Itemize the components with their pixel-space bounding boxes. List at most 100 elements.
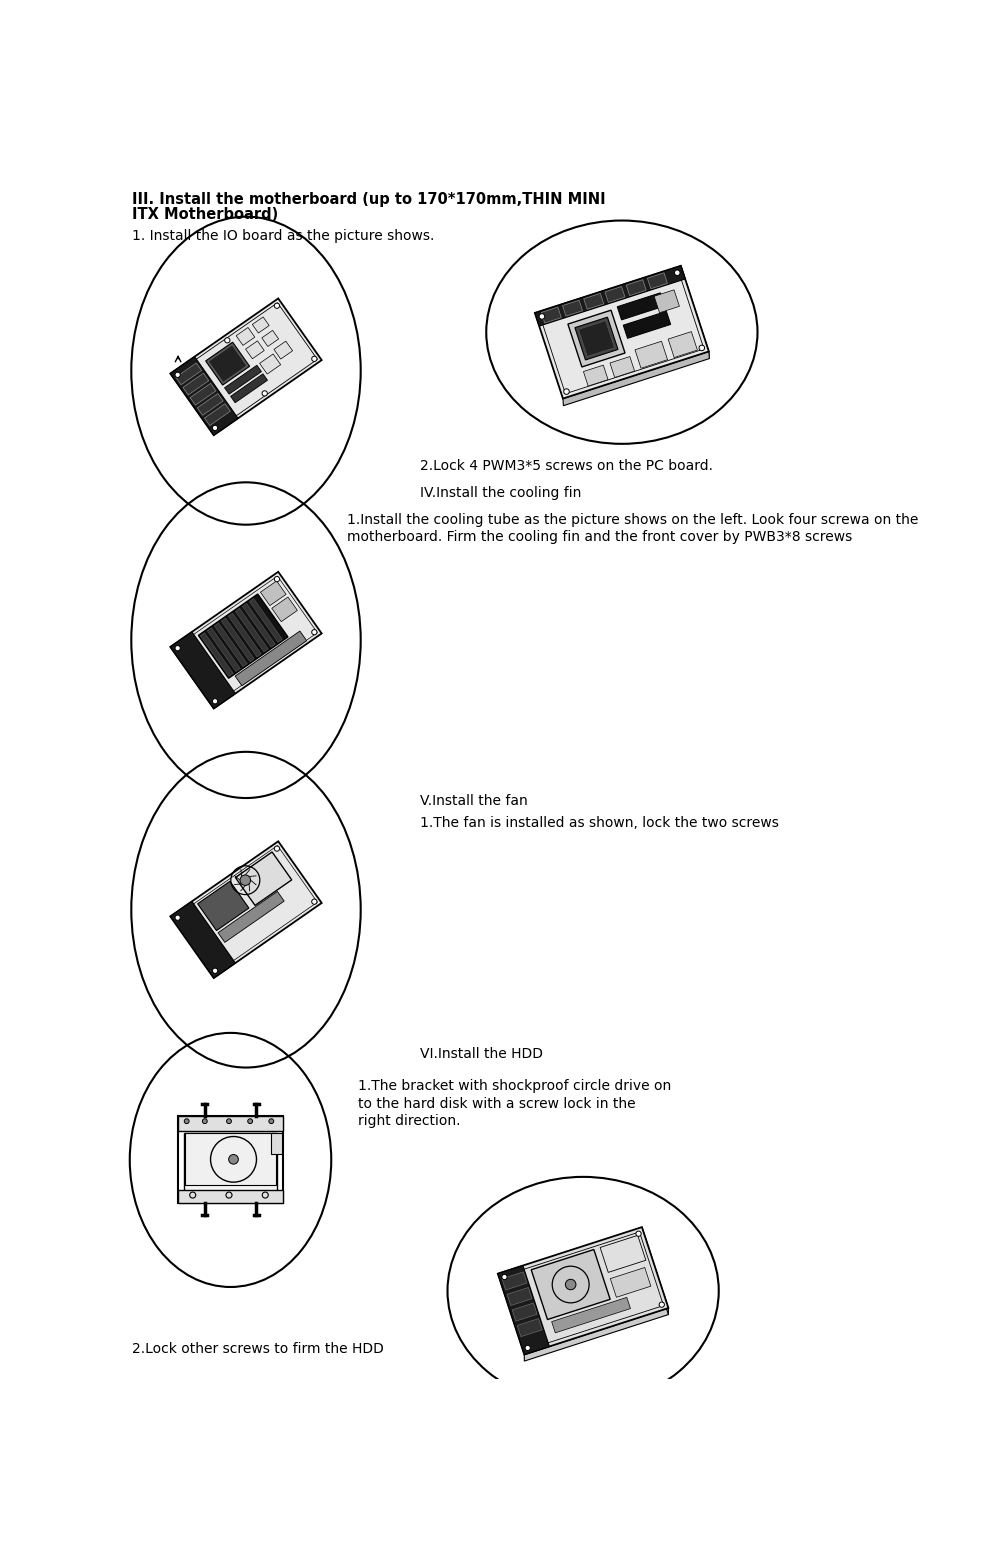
Polygon shape xyxy=(497,1227,669,1354)
Circle shape xyxy=(312,898,317,905)
Polygon shape xyxy=(236,852,292,905)
Polygon shape xyxy=(236,609,268,652)
Circle shape xyxy=(212,968,218,973)
Polygon shape xyxy=(605,287,625,302)
Polygon shape xyxy=(253,318,269,333)
Polygon shape xyxy=(197,393,224,415)
Circle shape xyxy=(660,1303,665,1307)
Polygon shape xyxy=(668,331,698,358)
Polygon shape xyxy=(170,902,236,977)
Circle shape xyxy=(312,356,317,361)
Circle shape xyxy=(274,576,280,582)
Circle shape xyxy=(229,1154,239,1165)
Bar xyxy=(177,1117,283,1204)
Circle shape xyxy=(175,915,180,920)
Polygon shape xyxy=(610,1267,651,1298)
Polygon shape xyxy=(235,630,307,686)
Polygon shape xyxy=(229,613,261,657)
Circle shape xyxy=(212,699,218,703)
Polygon shape xyxy=(617,293,665,321)
Text: V.Install the fan: V.Install the fan xyxy=(420,795,528,809)
Polygon shape xyxy=(198,595,288,678)
Text: 1. Install the IO board as the picture shows.: 1. Install the IO board as the picture s… xyxy=(132,229,434,243)
Polygon shape xyxy=(260,355,281,373)
Polygon shape xyxy=(246,341,264,359)
Circle shape xyxy=(225,338,230,342)
Polygon shape xyxy=(250,598,282,643)
Text: ITX Motherboard): ITX Motherboard) xyxy=(132,206,278,222)
Polygon shape xyxy=(635,341,668,369)
Text: VI.Install the HDD: VI.Install the HDD xyxy=(420,1047,544,1061)
Circle shape xyxy=(248,1118,253,1123)
Polygon shape xyxy=(170,356,238,435)
Polygon shape xyxy=(525,1307,669,1362)
Polygon shape xyxy=(497,1266,550,1354)
Polygon shape xyxy=(243,604,275,647)
Circle shape xyxy=(212,426,218,431)
Polygon shape xyxy=(575,318,618,359)
Polygon shape xyxy=(563,301,582,316)
Text: 1.Install the cooling tube as the picture shows on the left. Look four screwa on: 1.Install the cooling tube as the pictur… xyxy=(346,513,918,527)
Polygon shape xyxy=(583,366,608,386)
Polygon shape xyxy=(176,362,201,384)
Polygon shape xyxy=(518,1318,542,1337)
Circle shape xyxy=(274,846,280,852)
Polygon shape xyxy=(532,1250,610,1320)
Polygon shape xyxy=(170,572,321,708)
Text: III. Install the motherboard (up to 170*170mm,THIN MINI: III. Install the motherboard (up to 170*… xyxy=(132,192,605,208)
Text: 2.Lock other screws to firm the HDD: 2.Lock other screws to firm the HDD xyxy=(132,1343,384,1357)
Bar xyxy=(177,1190,283,1204)
Polygon shape xyxy=(578,321,614,356)
Bar xyxy=(271,1134,282,1154)
Circle shape xyxy=(227,1118,232,1123)
Text: 1.The bracket with shockproof circle drive on: 1.The bracket with shockproof circle dri… xyxy=(358,1080,672,1094)
Polygon shape xyxy=(170,299,321,435)
Polygon shape xyxy=(170,632,236,708)
Text: to the hard disk with a screw lock in the: to the hard disk with a screw lock in th… xyxy=(358,1097,636,1111)
Polygon shape xyxy=(655,290,680,313)
Bar xyxy=(177,1117,283,1131)
Bar xyxy=(185,1134,276,1185)
Circle shape xyxy=(636,1231,641,1236)
Circle shape xyxy=(699,345,705,350)
Polygon shape xyxy=(205,342,250,386)
Text: motherboard. Firm the cooling fin and the front cover by PWB3*8 screws: motherboard. Firm the cooling fin and th… xyxy=(346,530,852,544)
Circle shape xyxy=(175,372,180,378)
Polygon shape xyxy=(535,266,709,398)
Polygon shape xyxy=(274,341,293,359)
Circle shape xyxy=(312,629,317,635)
Polygon shape xyxy=(237,327,255,345)
Polygon shape xyxy=(204,404,231,426)
Polygon shape xyxy=(584,293,604,310)
Polygon shape xyxy=(568,310,625,367)
Polygon shape xyxy=(208,345,247,383)
Circle shape xyxy=(525,1346,531,1351)
Polygon shape xyxy=(225,366,262,393)
Text: 2.Lock 4 PWM3*5 screws on the PC board.: 2.Lock 4 PWM3*5 screws on the PC board. xyxy=(420,459,713,474)
Polygon shape xyxy=(222,618,255,661)
Polygon shape xyxy=(552,1298,630,1332)
Polygon shape xyxy=(542,307,561,324)
Polygon shape xyxy=(262,330,279,347)
Circle shape xyxy=(274,304,280,308)
Polygon shape xyxy=(681,266,709,358)
Circle shape xyxy=(565,1279,576,1290)
Polygon shape xyxy=(183,373,208,395)
Polygon shape xyxy=(626,280,646,296)
Text: right direction.: right direction. xyxy=(358,1114,461,1129)
Polygon shape xyxy=(641,1227,669,1315)
Polygon shape xyxy=(513,1303,537,1321)
Text: 1.The fan is installed as shown, lock the two screws: 1.The fan is installed as shown, lock th… xyxy=(420,816,779,830)
Circle shape xyxy=(564,389,569,395)
Polygon shape xyxy=(610,356,634,378)
Polygon shape xyxy=(648,273,668,288)
Circle shape xyxy=(269,1118,274,1123)
Polygon shape xyxy=(261,581,286,606)
Circle shape xyxy=(184,1118,189,1123)
Circle shape xyxy=(202,1118,207,1123)
Text: IV.Install the cooling fin: IV.Install the cooling fin xyxy=(420,486,582,500)
Polygon shape xyxy=(508,1287,532,1306)
Circle shape xyxy=(675,270,680,276)
Polygon shape xyxy=(190,383,215,406)
Bar xyxy=(183,1134,277,1197)
